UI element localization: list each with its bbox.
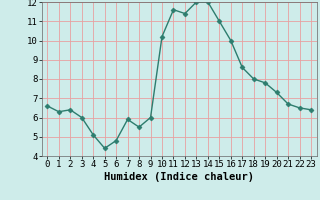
X-axis label: Humidex (Indice chaleur): Humidex (Indice chaleur) bbox=[104, 172, 254, 182]
